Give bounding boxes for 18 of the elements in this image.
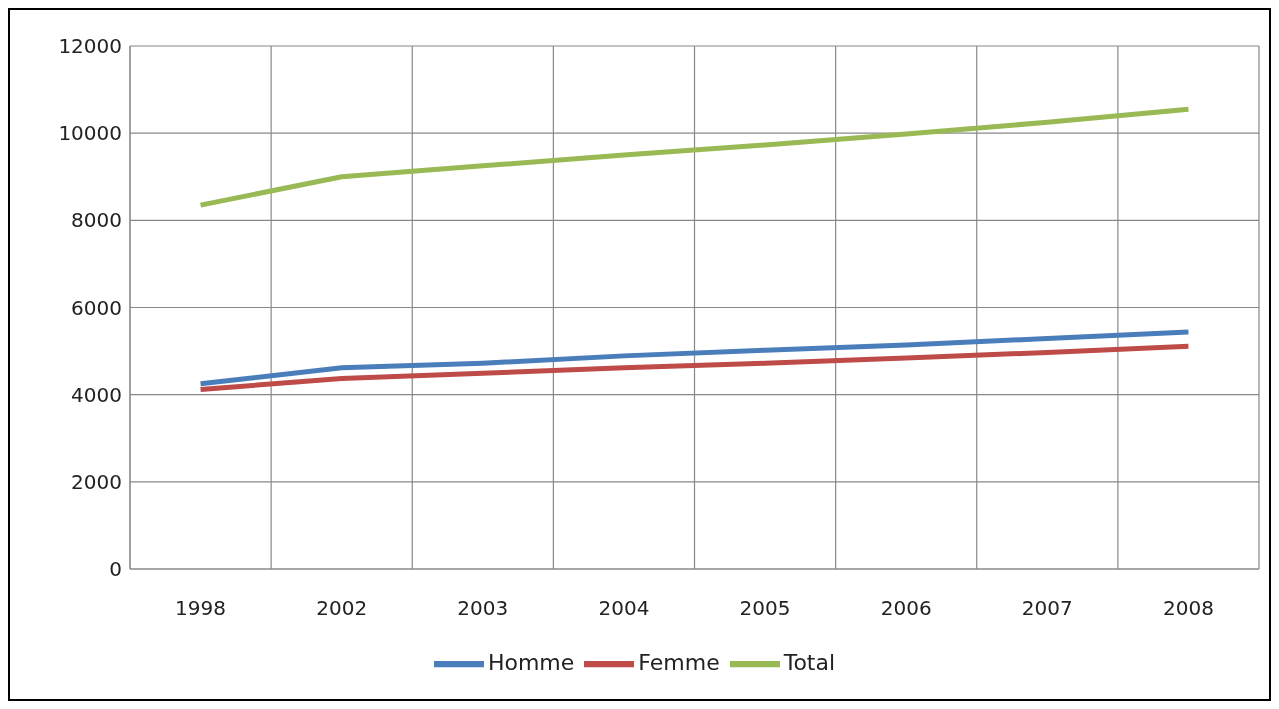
x-tick-label: 2006 [880, 596, 932, 621]
y-tick-label: 8000 [71, 208, 122, 233]
x-tick-label: 2007 [1021, 596, 1073, 621]
y-tick-label: 0 [109, 557, 122, 582]
x-tick-label: 2003 [457, 596, 509, 621]
y-tick-label: 2000 [71, 469, 122, 494]
y-tick-label: 6000 [71, 295, 122, 320]
legend-label: Total [783, 649, 836, 675]
x-tick-label: 2002 [316, 596, 368, 621]
y-tick-label: 12000 [58, 34, 122, 59]
legend-label: Homme [487, 649, 575, 675]
legend-label: Femme [638, 649, 720, 675]
x-tick-label: 2008 [1162, 596, 1214, 621]
y-tick-label: 10000 [58, 121, 122, 146]
x-tick-label: 2004 [598, 596, 650, 621]
x-tick-label: 2005 [739, 596, 791, 621]
y-tick-label: 4000 [71, 382, 122, 407]
x-tick-label: 1998 [175, 596, 227, 621]
